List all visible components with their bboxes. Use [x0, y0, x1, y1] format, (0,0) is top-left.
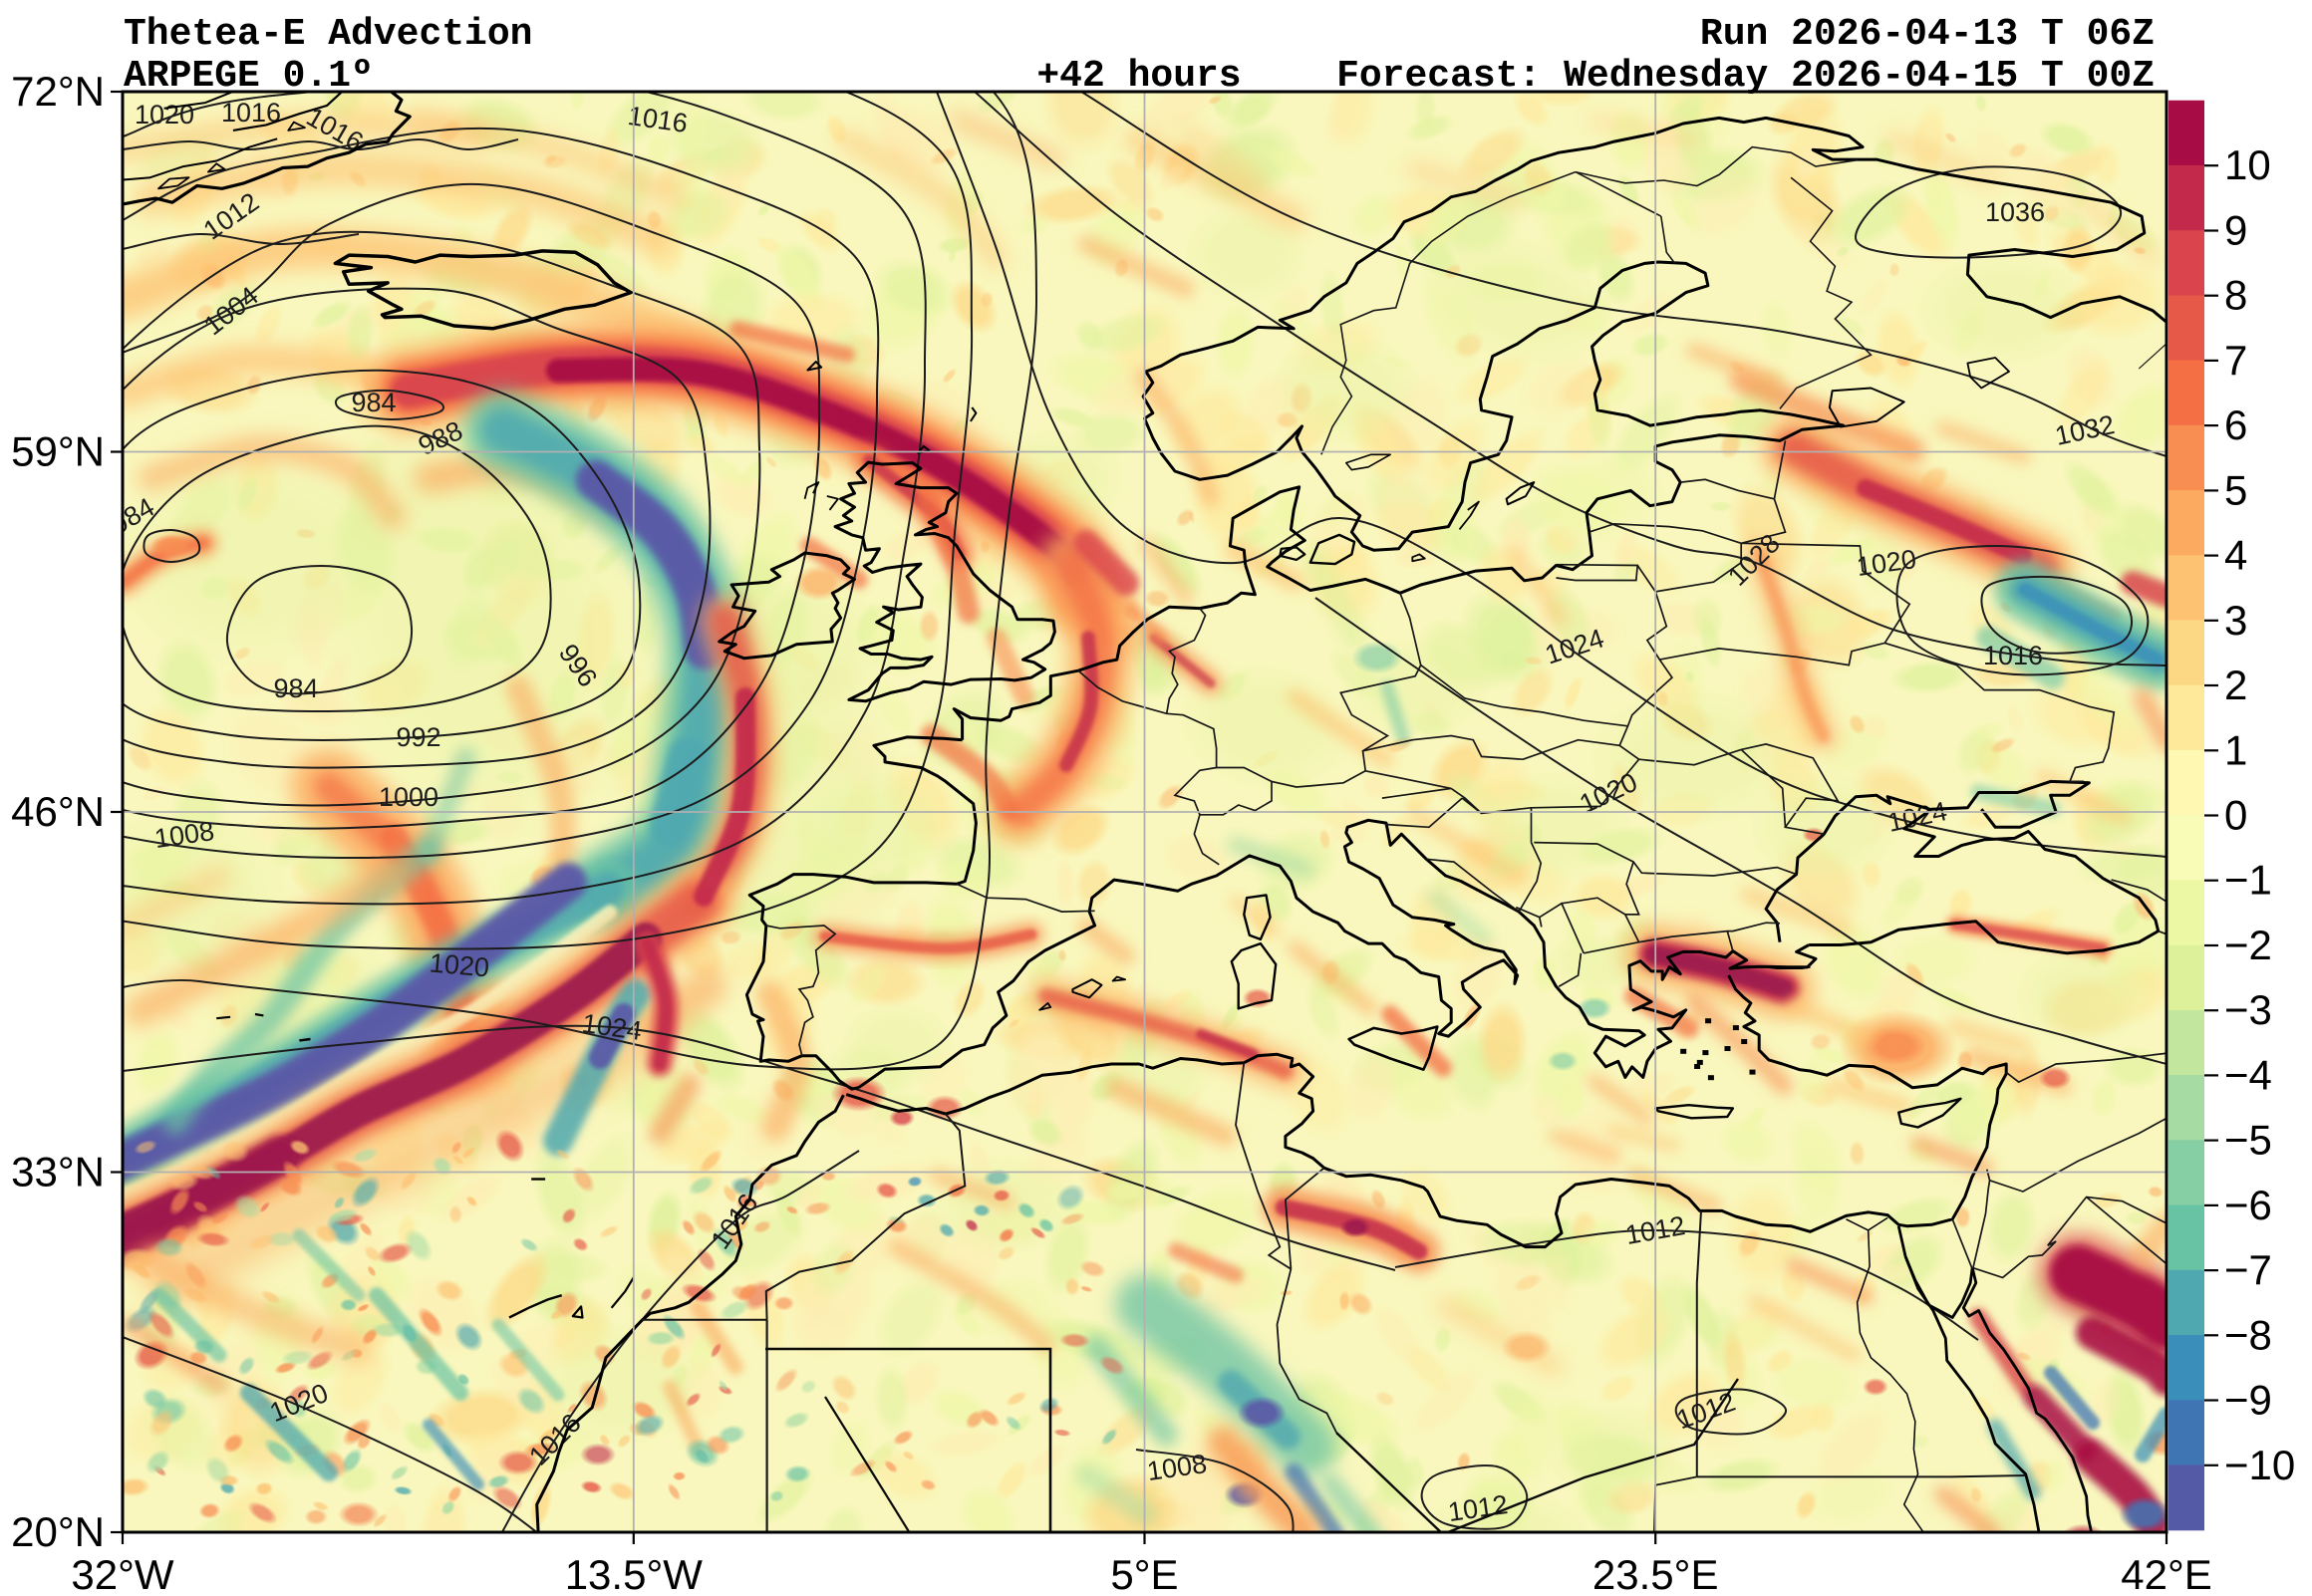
- svg-text:10: 10: [2224, 141, 2271, 188]
- svg-text:−3: −3: [2224, 986, 2272, 1033]
- svg-text:5: 5: [2224, 466, 2247, 513]
- svg-text:1: 1: [2224, 726, 2247, 773]
- svg-text:ARPEGE 0.1º: ARPEGE 0.1º: [124, 55, 374, 98]
- svg-text:−8: −8: [2224, 1311, 2272, 1358]
- svg-text:Run 2026-04-13 T 06Z: Run 2026-04-13 T 06Z: [1700, 13, 2155, 56]
- svg-text:9: 9: [2224, 207, 2247, 254]
- svg-text:7: 7: [2224, 337, 2247, 384]
- svg-text:+42 hours: +42 hours: [1036, 55, 1241, 98]
- svg-text:6: 6: [2224, 401, 2247, 448]
- svg-text:72°N: 72°N: [11, 68, 105, 115]
- svg-text:4: 4: [2224, 532, 2247, 579]
- svg-text:46°N: 46°N: [11, 788, 105, 835]
- svg-text:3: 3: [2224, 597, 2247, 644]
- svg-text:32°W: 32°W: [71, 1551, 174, 1596]
- svg-text:−1: −1: [2224, 857, 2272, 904]
- svg-text:−9: −9: [2224, 1377, 2272, 1424]
- svg-text:33°N: 33°N: [11, 1149, 105, 1196]
- svg-text:59°N: 59°N: [11, 428, 105, 475]
- svg-text:Forecast: Wednesday 2026-04-15: Forecast: Wednesday 2026-04-15 T 00Z: [1336, 55, 2155, 98]
- svg-text:2: 2: [2224, 662, 2247, 708]
- svg-text:0: 0: [2224, 792, 2247, 839]
- svg-text:1020: 1020: [429, 947, 490, 982]
- svg-text:1020: 1020: [135, 100, 194, 130]
- svg-text:5°E: 5°E: [1110, 1551, 1178, 1596]
- svg-text:8: 8: [2224, 272, 2247, 319]
- svg-text:Thetea-E Advection: Thetea-E Advection: [124, 13, 532, 56]
- svg-text:−6: −6: [2224, 1182, 2272, 1228]
- svg-text:992: 992: [396, 722, 440, 752]
- svg-text:20°N: 20°N: [11, 1508, 105, 1555]
- svg-text:42°E: 42°E: [2121, 1551, 2212, 1596]
- svg-text:13.5°W: 13.5°W: [565, 1551, 704, 1596]
- svg-text:−7: −7: [2224, 1246, 2272, 1293]
- svg-text:1016: 1016: [1983, 641, 2043, 670]
- svg-text:1000: 1000: [379, 782, 438, 812]
- svg-text:−2: −2: [2224, 922, 2272, 968]
- svg-text:984: 984: [273, 673, 318, 703]
- svg-text:984: 984: [351, 388, 396, 417]
- svg-text:23.5°E: 23.5°E: [1592, 1551, 1719, 1596]
- svg-text:−4: −4: [2224, 1051, 2272, 1098]
- svg-text:−10: −10: [2224, 1442, 2295, 1488]
- svg-text:−5: −5: [2224, 1117, 2272, 1164]
- svg-text:1036: 1036: [1985, 197, 2045, 227]
